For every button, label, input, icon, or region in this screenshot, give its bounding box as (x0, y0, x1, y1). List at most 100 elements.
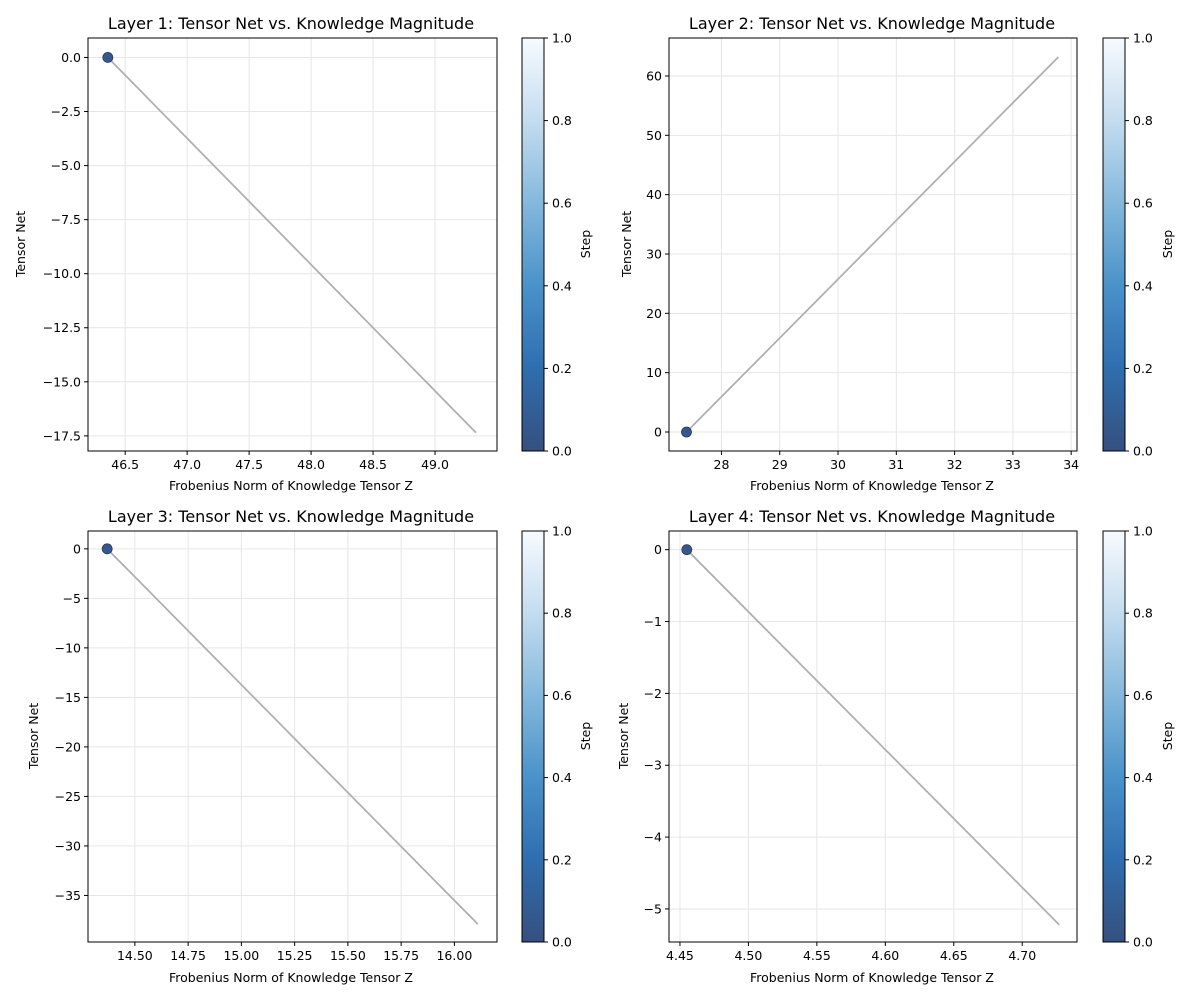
colorbar-tick-label: 0.6 (552, 688, 572, 703)
colorbar (1102, 530, 1126, 943)
y-tick-label: 0 (654, 542, 662, 557)
y-tick-label: −30 (55, 838, 81, 853)
x-tick-label: 4.50 (734, 948, 762, 963)
colorbar-tick-label: 0.2 (552, 852, 572, 867)
trajectory-line (106, 548, 479, 925)
colorbar-tick-label: 0.0 (1133, 444, 1153, 459)
colorbar-label: Step (578, 722, 593, 751)
colorbar-label: Step (578, 230, 593, 259)
y-axis-label: Tensor Net (619, 211, 634, 278)
colorbar (1102, 37, 1126, 452)
axes-frame (668, 37, 1078, 452)
y-tick-label: −2.5 (51, 104, 81, 119)
y-tick-label: −2 (644, 686, 662, 701)
x-tick-label: 4.70 (1008, 948, 1036, 963)
x-tick-label: 4.45 (666, 948, 694, 963)
data-point (101, 543, 113, 555)
y-tick-label: −10.0 (43, 266, 81, 281)
y-tick-label: −4 (644, 830, 662, 845)
x-axis-label: Frobenius Norm of Knowledge Tensor Z (169, 478, 413, 493)
x-tick-label: 30 (830, 457, 846, 472)
axes-frame (87, 530, 498, 943)
colorbar-tick-label: 0.0 (552, 935, 572, 950)
trajectory-line (685, 56, 1059, 433)
y-tick-label: −1 (644, 614, 662, 629)
y-tick-label: 0 (654, 425, 662, 440)
y-tick-label: −7.5 (51, 212, 81, 227)
colorbar-tick-label: 0.8 (552, 606, 572, 621)
colorbar-tick-label: 0.8 (1133, 606, 1153, 621)
colorbar-tick-label: 0.6 (552, 196, 572, 211)
y-tick-label: −35 (55, 888, 81, 903)
y-tick-label: −5.0 (51, 158, 81, 173)
x-tick-label: 48.5 (359, 457, 387, 472)
subplot-title: Layer 3: Tensor Net vs. Knowledge Magnit… (108, 507, 474, 526)
colorbar-tick-label: 0.2 (552, 361, 572, 376)
subplot-title: Layer 2: Tensor Net vs. Knowledge Magnit… (689, 14, 1055, 33)
subplot-title: Layer 1: Tensor Net vs. Knowledge Magnit… (108, 14, 474, 33)
y-tick-label: 50 (646, 128, 662, 143)
x-tick-label: 47.5 (235, 457, 263, 472)
axes-frame (87, 37, 498, 452)
trajectory-line (107, 56, 477, 434)
y-tick-label: −20 (55, 739, 81, 754)
x-tick-label: 4.65 (940, 948, 968, 963)
colorbar-label: Step (1160, 722, 1175, 751)
x-tick-label: 4.60 (871, 948, 899, 963)
subplot-layer-1: Layer 1: Tensor Net vs. Knowledge Magnit… (13, 14, 593, 493)
y-tick-label: −15 (55, 690, 81, 705)
x-tick-label: 15.00 (223, 948, 259, 963)
x-tick-label: 4.55 (803, 948, 831, 963)
colorbar-tick-label: 1.0 (552, 31, 572, 46)
subplot-layer-3: Layer 3: Tensor Net vs. Knowledge Magnit… (26, 507, 593, 985)
y-tick-label: 60 (646, 68, 662, 83)
y-tick-label: −10 (55, 640, 81, 655)
y-tick-label: 20 (646, 306, 662, 321)
x-tick-label: 49.0 (421, 457, 449, 472)
trajectory-line (686, 549, 1060, 926)
y-tick-label: 0.0 (61, 50, 81, 65)
x-tick-label: 14.50 (117, 948, 153, 963)
colorbar-tick-label: 0.4 (552, 278, 572, 293)
x-tick-label: 14.75 (170, 948, 206, 963)
y-tick-label: −5 (63, 591, 81, 606)
x-axis-label: Frobenius Norm of Knowledge Tensor Z (750, 970, 994, 985)
y-tick-label: −12.5 (43, 320, 81, 335)
x-axis-label: Frobenius Norm of Knowledge Tensor Z (750, 478, 994, 493)
subplot-title: Layer 4: Tensor Net vs. Knowledge Magnit… (689, 507, 1055, 526)
x-tick-label: 33 (1005, 457, 1021, 472)
data-point (681, 426, 692, 438)
x-tick-label: 15.75 (383, 948, 419, 963)
x-tick-label: 16.00 (436, 948, 472, 963)
x-tick-label: 29 (772, 457, 788, 472)
subplot-layer-4: Layer 4: Tensor Net vs. Knowledge Magnit… (616, 507, 1175, 985)
x-tick-label: 32 (947, 457, 963, 472)
colorbar-label: Step (1160, 230, 1175, 259)
colorbar-tick-label: 0.8 (1133, 113, 1153, 128)
colorbar (521, 530, 545, 943)
y-tick-label: −15.0 (43, 374, 81, 389)
x-tick-label: 15.25 (277, 948, 313, 963)
x-axis-label: Frobenius Norm of Knowledge Tensor Z (169, 970, 413, 985)
x-tick-label: 48.0 (297, 457, 325, 472)
colorbar-tick-label: 0.6 (1133, 196, 1153, 211)
y-tick-label: −17.5 (43, 428, 81, 443)
x-tick-label: 15.50 (330, 948, 366, 963)
colorbar (521, 37, 545, 452)
y-axis-label: Tensor Net (13, 211, 28, 278)
x-tick-label: 34 (1063, 457, 1079, 472)
colorbar-tick-label: 0.2 (1133, 361, 1153, 376)
y-tick-label: −5 (644, 901, 662, 916)
y-tick-label: 10 (646, 365, 662, 380)
y-tick-label: 40 (646, 187, 662, 202)
y-tick-label: −25 (55, 789, 81, 804)
x-tick-label: 28 (714, 457, 730, 472)
colorbar-tick-label: 0.4 (1133, 278, 1153, 293)
colorbar-tick-label: 1.0 (1133, 31, 1153, 46)
x-tick-label: 31 (888, 457, 904, 472)
y-tick-label: 0 (73, 541, 81, 556)
colorbar-tick-label: 0.4 (552, 770, 572, 785)
colorbar-tick-label: 0.8 (552, 113, 572, 128)
axes-frame (668, 530, 1078, 943)
